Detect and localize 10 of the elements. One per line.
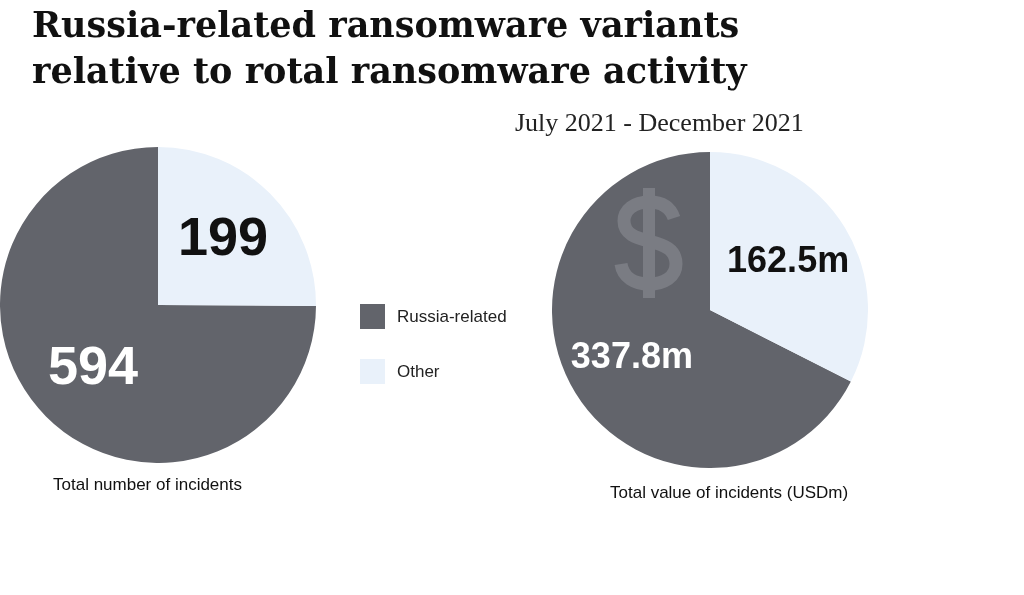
chart-title: Russia-related ransomware variants relative to rotal ransomware activity [32,3,749,93]
chart-subtitle: July 2021 - December 2021 [515,108,804,138]
data-label: 199 [177,206,269,267]
data-label: 337.8m [570,334,693,376]
legend-label: Other [397,361,440,382]
text: Total value of incidents (USDm) [610,483,849,503]
text: Total number of incidents [53,475,242,495]
legend-label: Russia-related [397,306,507,327]
data-label: 162.5m [727,238,850,280]
data-label: 594 [47,335,139,396]
